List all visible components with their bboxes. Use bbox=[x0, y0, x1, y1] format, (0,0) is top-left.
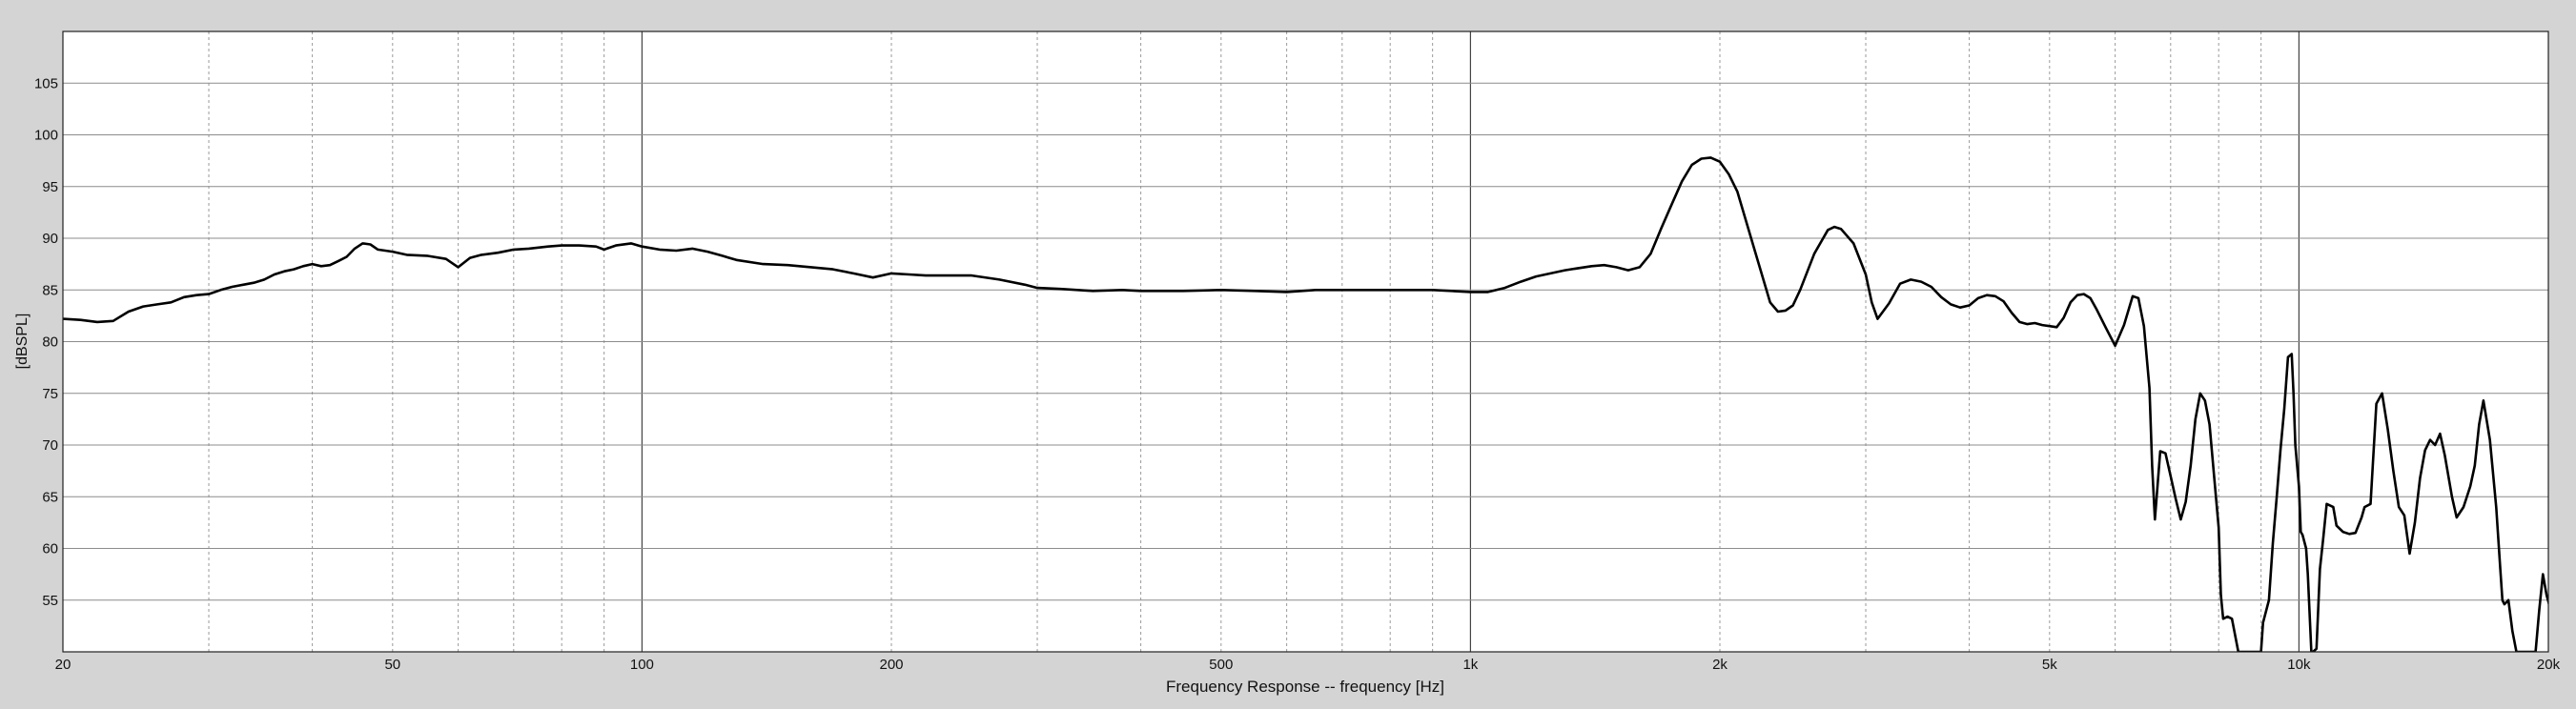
x-tick-label: 50 bbox=[384, 657, 400, 673]
x-tick-labels: 20 50 100 200 500 1k 2k 5k 10k 20k bbox=[55, 657, 2561, 673]
x-tick-label: 1k bbox=[1462, 657, 1478, 673]
x-tick-label: 100 bbox=[630, 657, 654, 673]
frequency-response-line bbox=[63, 156, 2548, 652]
x-tick-label: 200 bbox=[879, 657, 903, 673]
x-tick-label: 20 bbox=[55, 657, 72, 673]
y-tick-label: 90 bbox=[42, 231, 58, 247]
y-tick-label: 80 bbox=[42, 334, 58, 351]
x-tick-label: 2k bbox=[1712, 657, 1728, 673]
y-tick-label: 100 bbox=[34, 128, 58, 144]
y-tick-label: 85 bbox=[42, 282, 58, 298]
y-axis-label: [dBSPL] bbox=[14, 314, 31, 370]
y-tick-label: 75 bbox=[42, 386, 58, 402]
y-tick-label: 95 bbox=[42, 179, 58, 195]
x-tick-label: 500 bbox=[1209, 657, 1233, 673]
x-tick-label: 5k bbox=[2042, 657, 2057, 673]
y-tick-label: 70 bbox=[42, 437, 58, 454]
plot-border bbox=[62, 30, 2549, 653]
x-tick-label: 10k bbox=[2287, 657, 2311, 673]
y-tick-labels: 55 60 65 70 75 80 85 90 95 100 105 bbox=[34, 75, 58, 609]
y-tick-label: 65 bbox=[42, 489, 58, 505]
y-tick-label: 105 bbox=[34, 75, 58, 91]
y-tick-label: 55 bbox=[42, 593, 58, 609]
x-axis-label: Frequency Response -- frequency [Hz] bbox=[1166, 678, 1444, 696]
grid-major bbox=[63, 31, 2548, 652]
series-layer bbox=[63, 156, 2548, 652]
x-tick-label: 20k bbox=[2537, 657, 2561, 673]
y-tick-label: 60 bbox=[42, 541, 58, 557]
